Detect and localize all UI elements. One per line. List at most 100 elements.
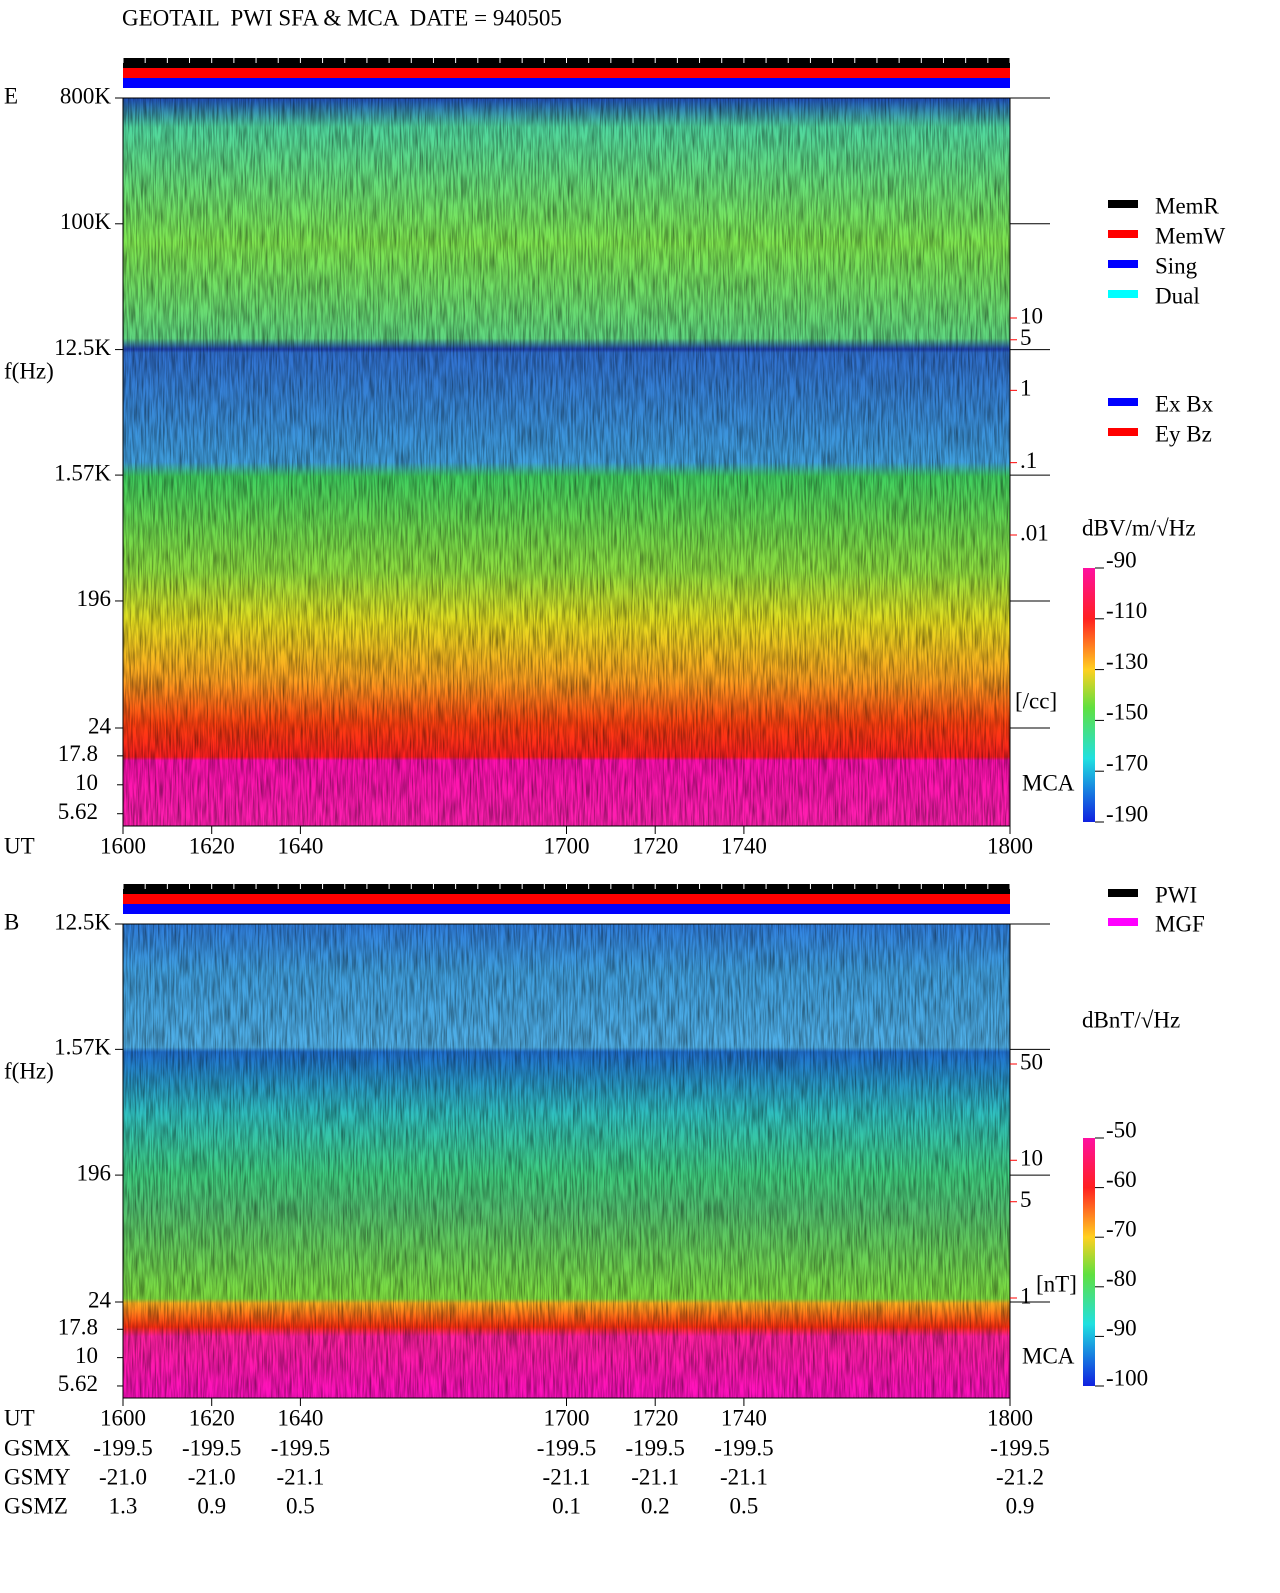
orbit-value: 0.2 (641, 1493, 670, 1518)
orbit-value: -199.5 (271, 1435, 330, 1460)
y2-tick-label: 10 (1020, 303, 1043, 328)
mca-tick-label: 17.8 (58, 1315, 98, 1340)
legend-swatch (1108, 428, 1138, 436)
x-axis-label: UT (4, 833, 35, 858)
y-axis-label: f(Hz) (4, 358, 54, 383)
orbit-value: 0.5 (730, 1493, 759, 1518)
y-tick-label: 12.5K (54, 909, 111, 934)
colorbar-tick-label: -90 (1106, 547, 1137, 572)
spectrogram-texture (123, 98, 1010, 826)
legend-swatch (1108, 918, 1138, 926)
orbit-value: -199.5 (625, 1435, 684, 1460)
status-bar (123, 78, 1010, 88)
orbit-row-label: GSMY (4, 1464, 71, 1489)
colorbar-tick-label: -80 (1106, 1266, 1137, 1291)
orbit-value: 0.9 (197, 1493, 226, 1518)
orbit-row-label: GSMX (4, 1435, 71, 1460)
spectrogram-texture (123, 924, 1010, 1398)
y-axis-label: f(Hz) (4, 1058, 54, 1083)
legend-label: MGF (1155, 911, 1205, 936)
legend-swatch (1108, 290, 1138, 298)
mca-label: MCA (1022, 1343, 1075, 1368)
legend-swatch (1108, 398, 1138, 406)
figure-title: GEOTAIL PWI SFA & MCA DATE = 940505 (122, 5, 562, 30)
x-tick-label: 1700 (544, 833, 590, 858)
colorbar (1083, 1138, 1095, 1386)
x-axis-label: UT (4, 1405, 35, 1430)
orbit-value: -199.5 (182, 1435, 241, 1460)
orbit-value: 0.9 (1006, 1493, 1035, 1518)
orbit-value: -21.2 (996, 1464, 1044, 1489)
orbit-value: -21.1 (631, 1464, 679, 1489)
colorbar-label: dBnT/√Hz (1082, 1007, 1180, 1032)
orbit-value: 0.5 (286, 1493, 315, 1518)
mca-tick-label: 17.8 (58, 741, 98, 766)
colorbar-tick-label: -170 (1106, 750, 1148, 775)
y2-axis-label: [nT] (1036, 1271, 1077, 1296)
colorbar-tick-label: -50 (1106, 1117, 1137, 1142)
x-tick-label: 1740 (721, 1405, 767, 1430)
y2-tick-label: 50 (1020, 1049, 1043, 1074)
legend-swatch (1108, 230, 1138, 238)
y2-tick-label: .1 (1020, 448, 1037, 473)
y2-tick-label: 1 (1020, 376, 1032, 401)
colorbar-tick-label: -190 (1106, 801, 1148, 826)
x-tick-label: 1740 (721, 833, 767, 858)
y2-tick-label: 10 (1020, 1146, 1043, 1171)
legend-label: MemR (1155, 193, 1220, 218)
colorbar-label: dBV/m/√Hz (1082, 515, 1196, 540)
y2-axis-label: [/cc] (1015, 688, 1057, 713)
x-tick-label: 1800 (987, 1405, 1033, 1430)
panel-label: E (4, 83, 18, 108)
mca-tick-label: 10 (75, 1343, 98, 1368)
y-tick-label: 1.57K (54, 1035, 111, 1060)
y-tick-label: 196 (77, 586, 112, 611)
orbit-value: -21.1 (276, 1464, 324, 1489)
legend-label: Dual (1155, 283, 1200, 308)
y-tick-label: 24 (88, 713, 112, 738)
y-tick-label: 12.5K (54, 335, 111, 360)
colorbar-tick-label: -90 (1106, 1316, 1137, 1341)
colorbar-tick-label: -150 (1106, 700, 1148, 725)
legend-label: Ey Bz (1155, 421, 1212, 446)
orbit-value: -199.5 (537, 1435, 596, 1460)
orbit-value: -21.1 (543, 1464, 591, 1489)
colorbar (1083, 568, 1095, 822)
y2-tick-label: 5 (1020, 1187, 1032, 1212)
x-tick-label: 1700 (544, 1405, 590, 1430)
legend-label: Sing (1155, 253, 1198, 278)
legend-swatch (1108, 889, 1138, 897)
x-tick-label: 1600 (100, 1405, 146, 1430)
colorbar-tick-label: -130 (1106, 649, 1148, 674)
x-tick-label: 1720 (632, 833, 678, 858)
panel-label: B (4, 909, 19, 934)
status-bar (123, 68, 1010, 78)
orbit-value: -199.5 (990, 1435, 1049, 1460)
mca-tick-label: 5.62 (58, 1371, 98, 1396)
x-tick-label: 1720 (632, 1405, 678, 1430)
status-bar (123, 894, 1010, 904)
colorbar-tick-label: -60 (1106, 1167, 1137, 1192)
mca-tick-label: 5.62 (58, 799, 98, 824)
legend-swatch (1108, 200, 1138, 208)
x-tick-label: 1600 (100, 833, 146, 858)
mca-label: MCA (1022, 770, 1075, 795)
y2-tick-label: .01 (1020, 520, 1049, 545)
orbit-value: -199.5 (93, 1435, 152, 1460)
legend-label: Ex Bx (1155, 391, 1214, 416)
x-tick-label: 1640 (277, 1405, 323, 1430)
status-bar (123, 904, 1010, 914)
orbit-value: -21.0 (188, 1464, 236, 1489)
y-tick-label: 24 (88, 1287, 112, 1312)
legend-label: MemW (1155, 223, 1226, 248)
y-tick-label: 100K (60, 209, 112, 234)
orbit-value: -21.0 (99, 1464, 147, 1489)
orbit-value: -199.5 (714, 1435, 773, 1460)
y-tick-label: 800K (60, 83, 112, 108)
orbit-row-label: GSMZ (4, 1493, 68, 1518)
x-tick-label: 1620 (189, 833, 235, 858)
legend-swatch (1108, 260, 1138, 268)
legend-label: PWI (1155, 882, 1197, 907)
